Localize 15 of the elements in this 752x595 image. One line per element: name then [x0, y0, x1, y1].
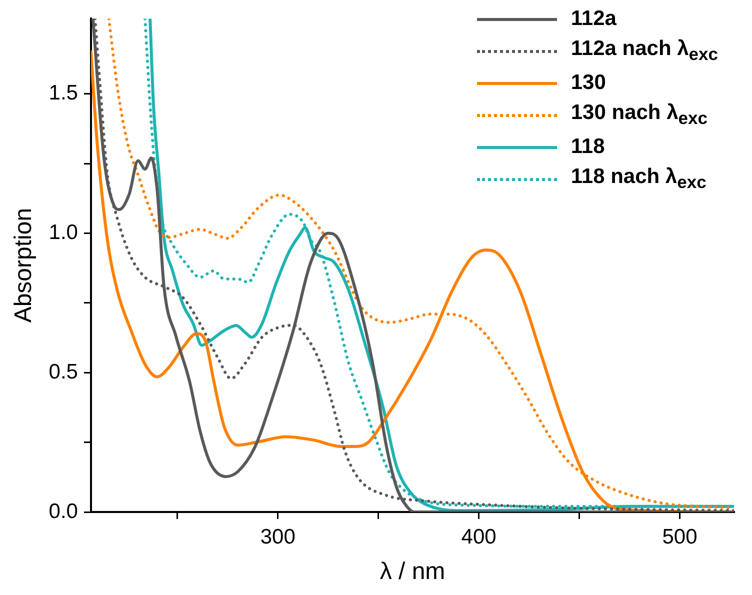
- y-tick-label: 0.5: [48, 360, 78, 384]
- x-tick-label: 500: [662, 525, 698, 548]
- y-tick-label: 1.5: [48, 82, 78, 105]
- y-tick-label: 1.0: [48, 221, 78, 244]
- legend-label: 112a: [570, 7, 616, 31]
- y-tick-label: 0.0: [48, 500, 78, 523]
- x-axis-title: λ / nm: [380, 558, 446, 586]
- x-tick-label: 400: [461, 525, 496, 548]
- y-axis-title: Absorption: [10, 208, 38, 323]
- legend-label: 130: [570, 71, 606, 95]
- legend-label: 118: [570, 135, 605, 159]
- legend-label: 130 nach λ$_{exc}$: [570, 100, 708, 130]
- x-tick-label: 300: [260, 525, 296, 548]
- legend-label: 118 nach λ$_{exc}$: [570, 164, 706, 194]
- legend-label: 112a nach λ$_{exc}$: [570, 36, 718, 66]
